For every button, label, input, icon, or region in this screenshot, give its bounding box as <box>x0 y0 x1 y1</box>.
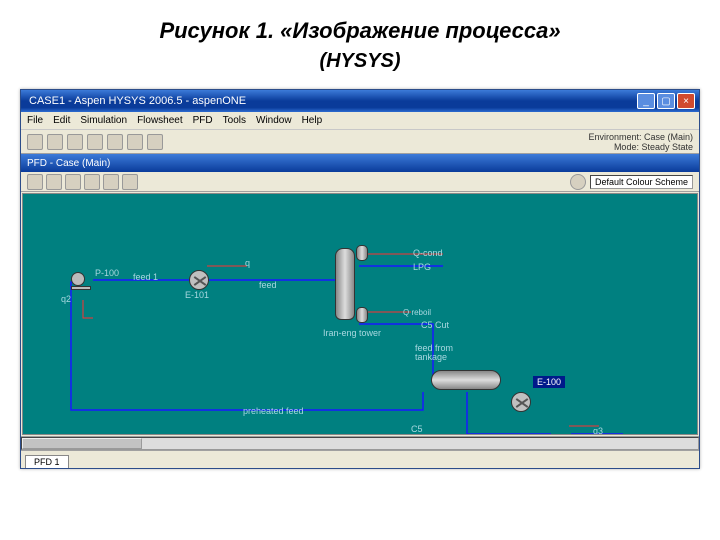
hysys-window: CASE1 - Aspen HYSYS 2006.5 - aspenONE _ … <box>20 89 700 469</box>
pfd-toolbar: Default Colour Scheme <box>21 172 699 192</box>
unit-tower[interactable] <box>335 248 355 320</box>
stream-label: q2 <box>61 294 71 304</box>
pfd-zoom-icon[interactable] <box>103 174 119 190</box>
stream-label: q <box>245 258 250 268</box>
tb-save-icon[interactable] <box>67 134 83 150</box>
slide-title: Рисунок 1. «Изображение процесса» <box>0 0 720 50</box>
window-title: CASE1 - Aspen HYSYS 2006.5 - aspenONE <box>25 95 635 107</box>
pfd-text-icon[interactable] <box>84 174 100 190</box>
menubar: File Edit Simulation Flowsheet PFD Tools Windo… <box>21 112 699 130</box>
scrollbar-thumb[interactable] <box>22 438 142 449</box>
stream-label: q3 <box>593 426 603 435</box>
stream-label: feed 1 <box>133 272 158 282</box>
mode-label: Mode: Steady State <box>588 142 693 152</box>
maximize-button[interactable]: ▢ <box>657 93 675 109</box>
stream-label: C5 Cut <box>421 320 449 330</box>
menu-window[interactable]: Window <box>256 115 292 126</box>
main-toolbar: Environment: Case (Main) Mode: Steady St… <box>21 130 699 154</box>
pfd-tool-icon[interactable] <box>27 174 43 190</box>
menu-pfd[interactable]: PFD <box>193 115 213 126</box>
menu-file[interactable]: File <box>27 115 43 126</box>
horizontal-scrollbar[interactable] <box>21 436 699 450</box>
slide-subtitle: (HYSYS) <box>0 50 720 83</box>
tb-new-icon[interactable] <box>27 134 43 150</box>
minimize-button[interactable]: _ <box>637 93 655 109</box>
stream-label: feed <box>259 280 277 290</box>
environment-label: Environment: Case (Main) <box>588 132 693 142</box>
pfd-tool-icon[interactable] <box>65 174 81 190</box>
stream-label: Q reboil <box>403 308 431 317</box>
pfd-tabs: PFD 1 <box>21 450 699 468</box>
stream-label: preheated feed <box>243 406 304 416</box>
unit-p-100[interactable] <box>71 272 93 288</box>
tb-flag-icon[interactable] <box>127 134 143 150</box>
tab-pfd1[interactable]: PFD 1 <box>25 455 69 468</box>
unit-label-p-100: P-100 <box>95 268 119 278</box>
menu-help[interactable]: Help <box>302 115 323 126</box>
tb-open-icon[interactable] <box>47 134 63 150</box>
menu-edit[interactable]: Edit <box>53 115 70 126</box>
palette-icon[interactable] <box>570 174 586 190</box>
tb-stop-icon[interactable] <box>107 134 123 150</box>
unit-e-101[interactable] <box>189 270 209 290</box>
unit-e-100[interactable] <box>511 392 531 412</box>
pfd-tool-icon[interactable] <box>46 174 62 190</box>
unit-label-e-101: E-101 <box>185 290 209 300</box>
pfd-pan-icon[interactable] <box>122 174 138 190</box>
tb-info-icon[interactable] <box>147 134 163 150</box>
stream-label: feed from tankage <box>415 344 459 362</box>
pfd-canvas[interactable]: P-100E-101Iran-eng towerE-100E-102q2feed… <box>22 193 698 435</box>
close-button[interactable]: × <box>677 93 695 109</box>
unit-vessel[interactable] <box>431 370 501 390</box>
pfd-titlebar: PFD - Case (Main) <box>21 154 699 172</box>
unit-label-e-100[interactable]: E-100 <box>533 376 565 388</box>
stream-label: Q-cond <box>413 248 443 258</box>
unit-label-tower: Iran-eng tower <box>323 328 381 338</box>
menu-simulation[interactable]: Simulation <box>80 115 127 126</box>
menu-tools[interactable]: Tools <box>223 115 246 126</box>
menu-flowsheet[interactable]: Flowsheet <box>137 115 183 126</box>
stream-label: C5 <box>411 424 423 434</box>
stream-label: LPG <box>413 262 431 272</box>
tb-run-icon[interactable] <box>87 134 103 150</box>
titlebar: CASE1 - Aspen HYSYS 2006.5 - aspenONE _ … <box>21 90 699 112</box>
colour-scheme-select[interactable]: Default Colour Scheme <box>590 175 693 189</box>
